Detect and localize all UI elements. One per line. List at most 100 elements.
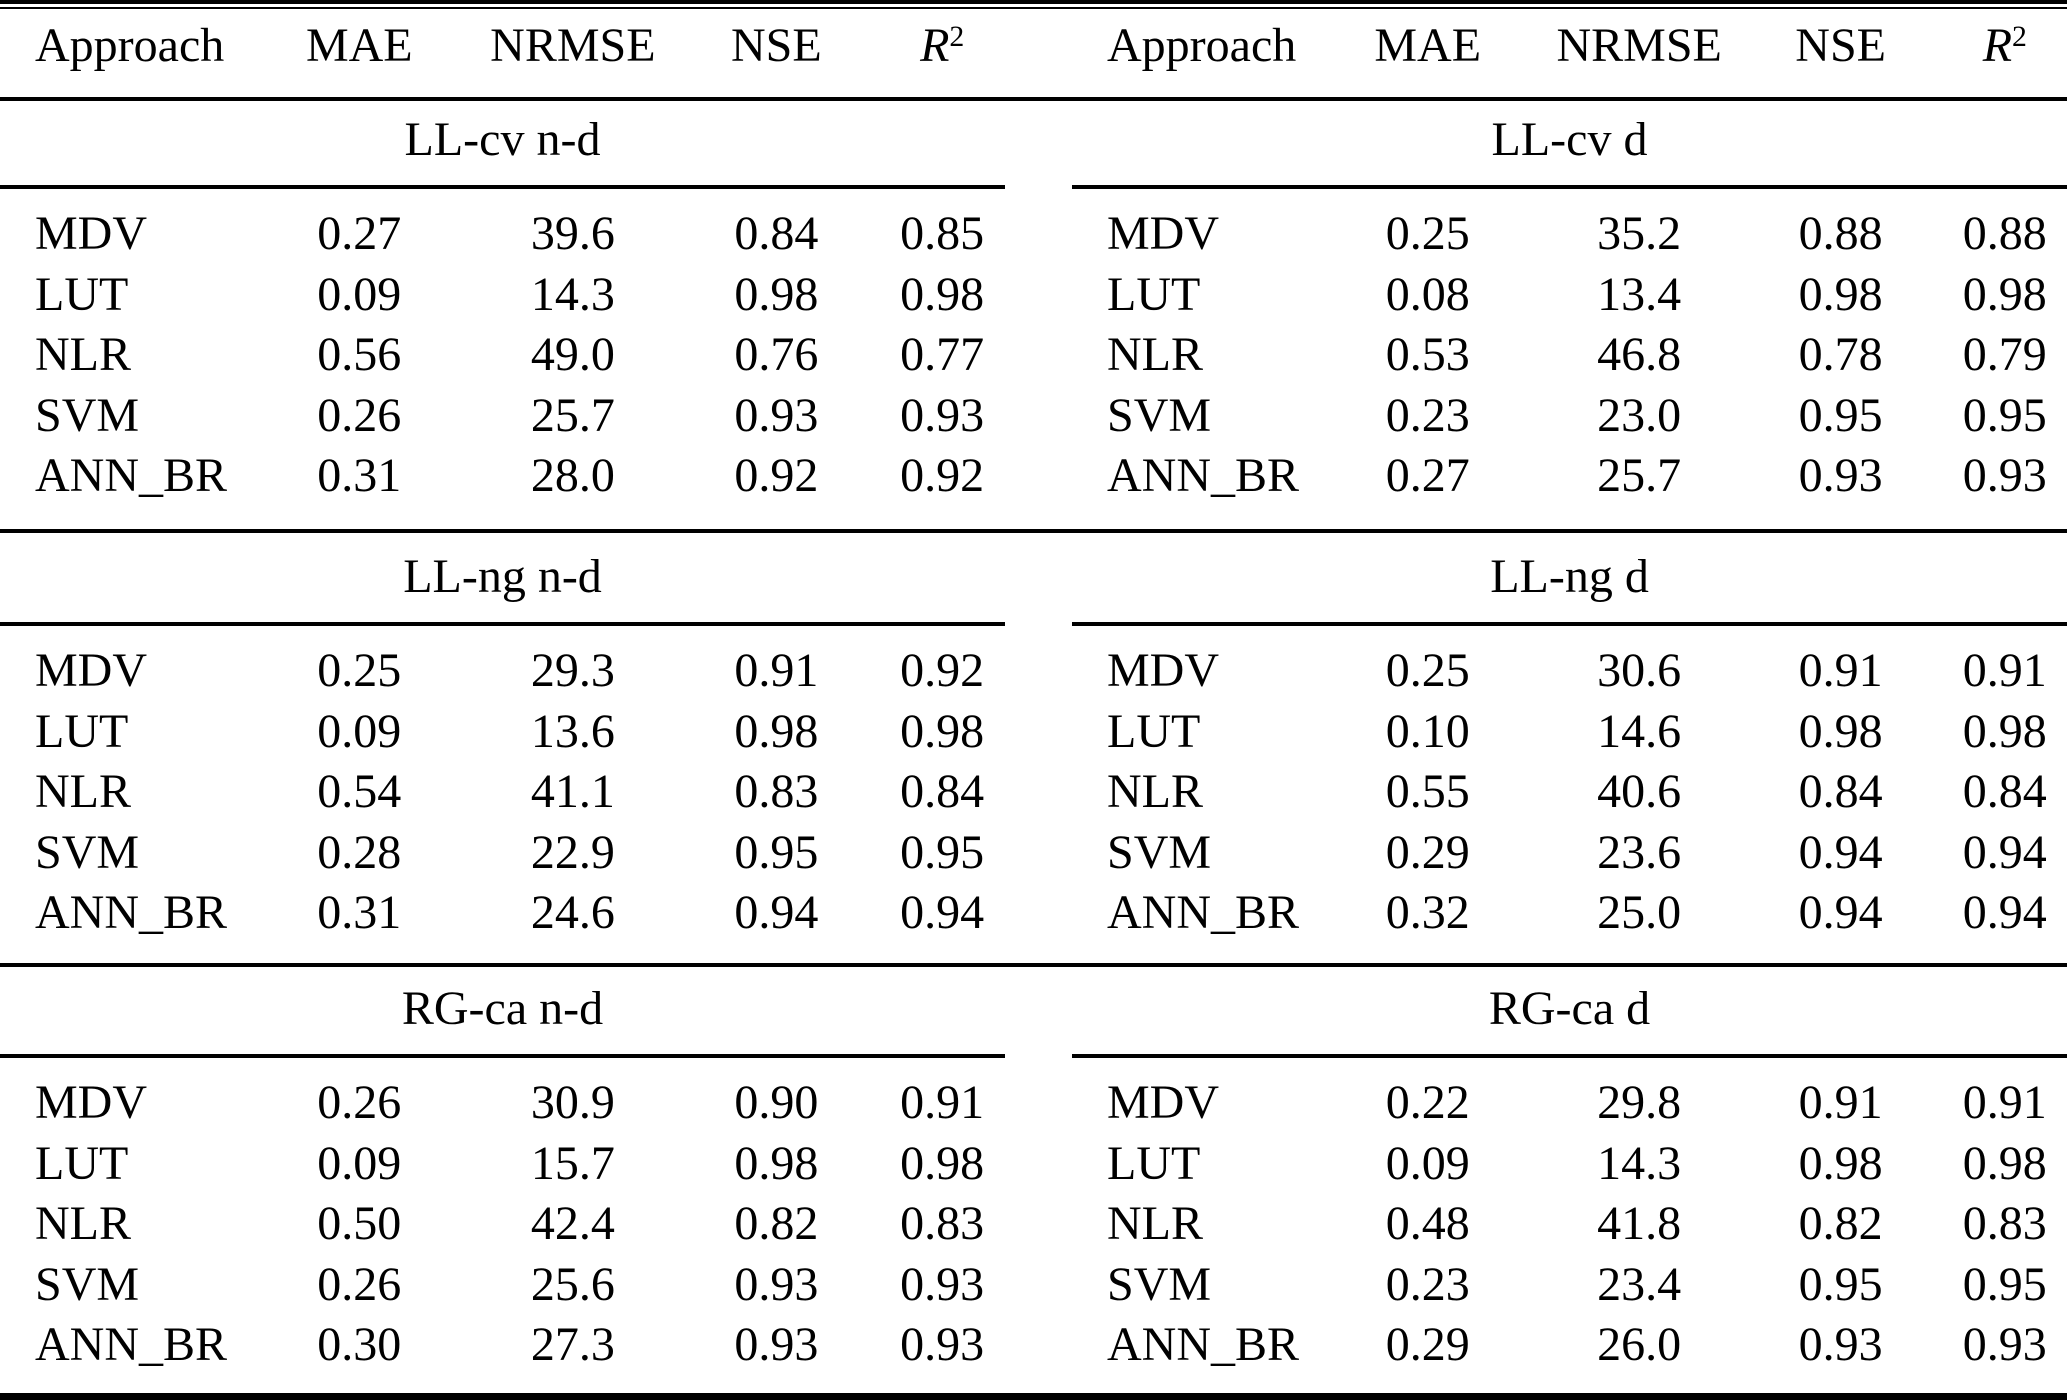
cell-approach: ANN_BR [35, 1318, 228, 1371]
cell-nrmse: 41.8 [1597, 1197, 1682, 1250]
cell-approach: LUT [1107, 704, 1201, 758]
table-row: ANN_BR 0.31 28.0 0.92 0.92 [0, 446, 1005, 507]
cell-approach: NLR [35, 1197, 131, 1250]
cell-nse: 0.94 [1798, 886, 1883, 939]
cell-r2: 0.93 [900, 1318, 985, 1371]
cell-approach: ANN_BR [35, 449, 228, 502]
cell-nrmse: 13.4 [1597, 267, 1682, 321]
section-rg-ca-d: RG-ca d MDV 0.22 29.8 0.91 0.91 LUT 0.09 14.3 0.… [1072, 974, 2067, 1371]
cell-approach: LUT [35, 704, 129, 758]
cell-r2: 0.95 [1962, 388, 2047, 442]
table-row: LUT 0.09 15.7 0.98 0.98 [0, 1134, 1005, 1195]
cell-mae: 0.27 [1385, 449, 1470, 502]
cell-nrmse: 25.7 [1597, 449, 1682, 502]
cell-nrmse: 25.7 [530, 388, 615, 442]
cell-mae: 0.29 [1385, 825, 1470, 879]
header-rule [0, 97, 2067, 101]
right-subtable: Approach MAE NRMSE NSE R2 LL-cv d MDV 0.2… [1072, 0, 2067, 1400]
table-row: NLR 0.54 41.1 0.83 0.84 [0, 762, 1005, 823]
cell-approach: ANN_BR [1107, 449, 1300, 502]
cell-nse: 0.98 [1798, 1136, 1883, 1190]
cell-mae: 0.26 [317, 388, 402, 442]
section-title: RG-ca d [1488, 982, 1651, 1035]
cell-approach: SVM [35, 825, 140, 879]
table-row: LUT 0.08 13.4 0.98 0.98 [1072, 265, 2067, 326]
section-rows: MDV 0.25 30.6 0.91 0.91 LUT 0.10 14.6 0.98 0.98 NL… [1072, 641, 2067, 944]
r2-exponent: 2 [2012, 20, 2027, 54]
cell-nse: 0.91 [734, 644, 819, 697]
cell-r2: 0.98 [900, 267, 985, 321]
table-row: SVM 0.23 23.4 0.95 0.95 [1072, 1255, 2067, 1316]
cell-nrmse: 23.6 [1597, 825, 1682, 879]
table-row: MDV 0.25 35.2 0.88 0.88 [1072, 204, 2067, 265]
bottom-rule [0, 1393, 2067, 1400]
cell-mae: 0.30 [317, 1318, 402, 1371]
cell-r2: 0.92 [900, 644, 985, 697]
section-title: LL-cv d [1491, 113, 1648, 166]
cell-nse: 0.98 [1798, 704, 1883, 758]
cell-nse: 0.93 [734, 388, 819, 442]
cell-approach: NLR [1107, 765, 1203, 818]
cell-nse: 0.98 [734, 704, 819, 758]
cell-nrmse: 35.2 [1597, 207, 1682, 260]
cell-mae: 0.08 [1385, 267, 1470, 321]
cell-nrmse: 15.7 [530, 1136, 615, 1190]
cell-nse: 0.88 [1798, 207, 1883, 260]
cell-approach: ANN_BR [35, 886, 228, 939]
column-header-r2: R2 [1943, 13, 2067, 79]
cell-nrmse: 23.0 [1597, 388, 1682, 442]
cell-nse: 0.82 [1798, 1197, 1883, 1250]
table-row: LUT 0.09 13.6 0.98 0.98 [0, 702, 1005, 763]
cell-r2: 0.94 [1962, 886, 2047, 939]
table-row: NLR 0.48 41.8 0.82 0.83 [1072, 1194, 2067, 1255]
cell-mae: 0.25 [1385, 644, 1470, 697]
cell-approach: SVM [35, 388, 140, 442]
cell-nse: 0.84 [734, 207, 819, 260]
cell-r2: 0.98 [900, 704, 985, 758]
cell-nse: 0.95 [1798, 388, 1883, 442]
section-ll-cv-nd: LL-cv n-d MDV 0.27 39.6 0.84 0.85 LUT 0.09 14.3… [0, 105, 1005, 502]
column-header-nse: NSE [1795, 19, 1886, 72]
cell-r2: 0.83 [900, 1197, 985, 1250]
table-row: ANN_BR 0.29 26.0 0.93 0.93 [1072, 1315, 2067, 1376]
table-row: SVM 0.26 25.6 0.93 0.93 [0, 1255, 1005, 1316]
cell-approach: NLR [35, 328, 131, 381]
cell-nrmse: 23.4 [1597, 1257, 1682, 1311]
section-ll-ng-nd: LL-ng n-d MDV 0.25 29.3 0.91 0.92 LUT 0.09 13.6… [0, 542, 1005, 939]
table-row: LUT 0.10 14.6 0.98 0.98 [1072, 702, 2067, 763]
cell-mae: 0.56 [317, 328, 402, 381]
table-row: MDV 0.26 30.9 0.90 0.91 [0, 1073, 1005, 1134]
cell-nse: 0.83 [734, 765, 819, 818]
cell-r2: 0.91 [1962, 644, 2047, 697]
cell-mae: 0.09 [317, 267, 402, 321]
cell-approach: SVM [1107, 1257, 1212, 1311]
cell-mae: 0.26 [317, 1076, 402, 1129]
cell-r2: 0.85 [900, 207, 985, 260]
cell-approach: LUT [1107, 1136, 1201, 1190]
cell-r2: 0.77 [900, 328, 985, 381]
section-rows: MDV 0.22 29.8 0.91 0.91 LUT 0.09 14.3 0.98 0.98 NL… [1072, 1073, 2067, 1376]
cell-mae: 0.50 [317, 1197, 402, 1250]
cell-approach: MDV [1107, 1076, 1220, 1129]
cell-mae: 0.26 [317, 1257, 402, 1311]
cell-mae: 0.23 [1385, 1257, 1470, 1311]
cell-approach: MDV [1107, 207, 1220, 260]
section-rows: MDV 0.25 35.2 0.88 0.88 LUT 0.08 13.4 0.98 0.98 NL… [1072, 204, 2067, 507]
cell-approach: LUT [1107, 267, 1201, 321]
table-row: MDV 0.22 29.8 0.91 0.91 [1072, 1073, 2067, 1134]
cell-nse: 0.91 [1798, 1076, 1883, 1129]
cell-r2: 0.91 [900, 1076, 985, 1129]
cell-mae: 0.22 [1385, 1076, 1470, 1129]
section-title-rule [1072, 185, 2067, 189]
cell-mae: 0.09 [1385, 1136, 1470, 1190]
cell-nse: 0.91 [1798, 644, 1883, 697]
cell-mae: 0.10 [1385, 704, 1470, 758]
cell-mae: 0.25 [1385, 207, 1470, 260]
table-row: LUT 0.09 14.3 0.98 0.98 [0, 265, 1005, 326]
cell-nse: 0.78 [1798, 328, 1883, 381]
r2-symbol: R [920, 19, 950, 72]
table-row: MDV 0.25 29.3 0.91 0.92 [0, 641, 1005, 702]
column-header-mae: MAE [305, 19, 413, 72]
cell-mae: 0.09 [317, 704, 402, 758]
table-row: ANN_BR 0.31 24.6 0.94 0.94 [0, 883, 1005, 944]
